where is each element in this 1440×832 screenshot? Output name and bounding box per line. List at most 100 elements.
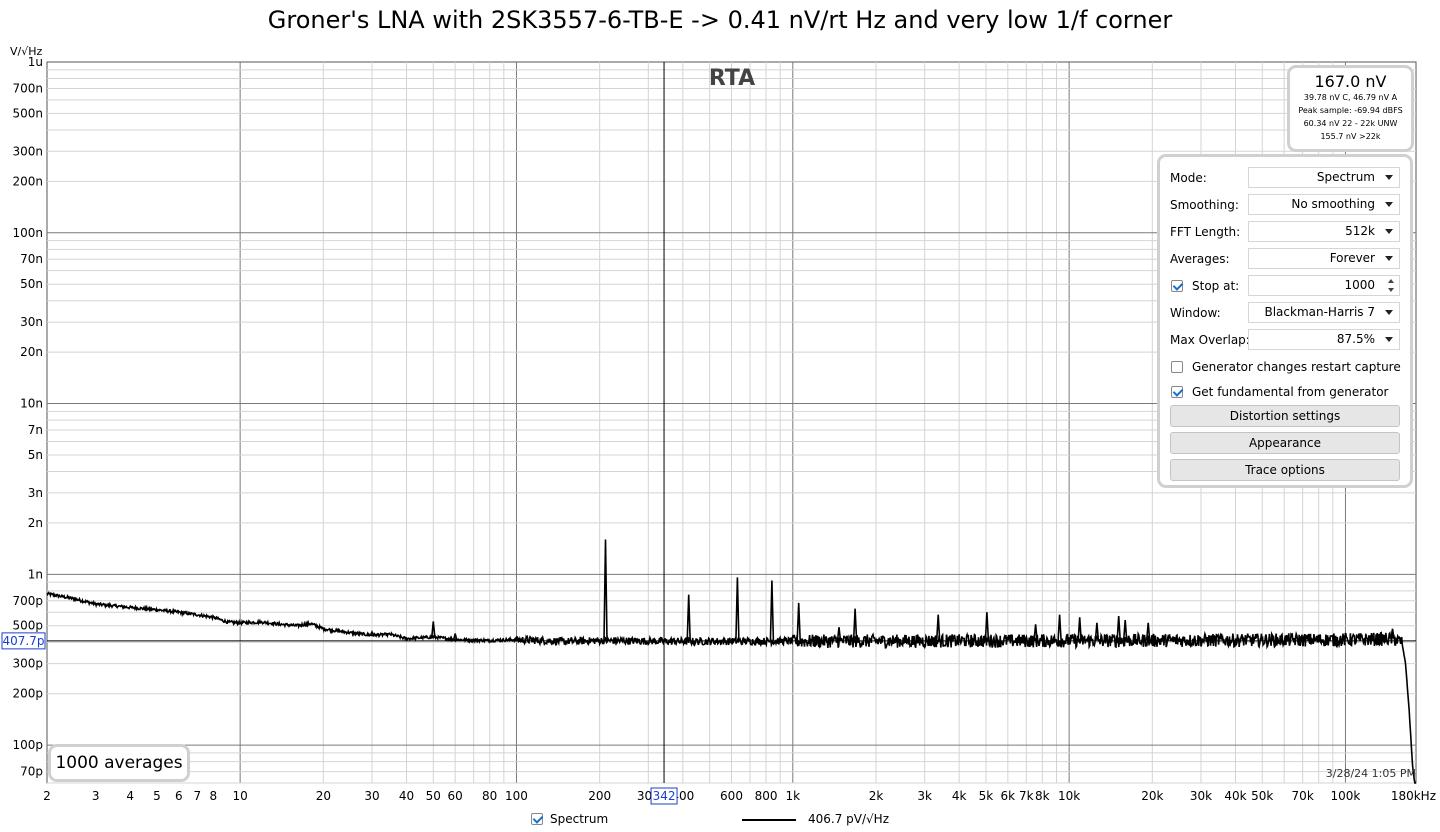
stop-at-spinbox[interactable]: 1000 bbox=[1248, 275, 1400, 296]
x-tick-label: 5k bbox=[979, 789, 994, 803]
cursor-y-label: 407.7p bbox=[3, 634, 45, 648]
chevron-down-icon bbox=[1385, 229, 1393, 234]
window-select[interactable]: Blackman-Harris 7 bbox=[1248, 302, 1400, 323]
spectrum-peak bbox=[984, 612, 990, 641]
fft-length-select[interactable]: 512k bbox=[1248, 221, 1400, 242]
legend-series-checkbox[interactable] bbox=[531, 813, 543, 825]
spectrum-peak bbox=[1116, 615, 1121, 641]
spectrum-peak bbox=[1094, 622, 1100, 641]
y-tick-label: 200p bbox=[12, 687, 43, 701]
x-tick-label: 30k bbox=[1190, 789, 1212, 803]
x-tick-label: 600 bbox=[720, 789, 743, 803]
x-tick-label: 60 bbox=[448, 789, 463, 803]
gen-restart-label: Generator changes restart capture bbox=[1192, 360, 1401, 374]
y-tick-label: 200n bbox=[12, 174, 43, 188]
y-tick-label: 700p bbox=[12, 594, 43, 608]
y-tick-label: 2n bbox=[28, 516, 43, 530]
y-tick-label: 700n bbox=[12, 81, 43, 95]
spectrum-peak bbox=[1122, 619, 1128, 641]
spectrum-peak bbox=[431, 621, 436, 637]
y-tick-label: 50n bbox=[20, 277, 43, 291]
smoothing-select[interactable]: No smoothing bbox=[1248, 194, 1400, 215]
y-tick-label: 7n bbox=[28, 423, 43, 437]
mode-label: Mode: bbox=[1170, 171, 1207, 185]
spectrum-peak bbox=[769, 580, 775, 642]
readout-line: 155.7 nV >22k bbox=[1320, 132, 1381, 141]
stop-at-checkbox[interactable] bbox=[1171, 280, 1183, 292]
y-tick-label: 70p bbox=[20, 765, 43, 779]
spectrum-peak bbox=[686, 594, 691, 642]
averages-label: Averages: bbox=[1170, 252, 1230, 266]
chevron-down-icon bbox=[1385, 202, 1393, 207]
legend-series-label: Spectrum bbox=[550, 812, 609, 826]
legend: Spectrum 406.7 pV/√Hz bbox=[0, 812, 1440, 830]
cursor-x-box bbox=[650, 787, 678, 805]
window-label: Window: bbox=[1170, 306, 1221, 320]
averages-row: Averages: Forever bbox=[1170, 248, 1402, 270]
gen-restart-checkbox[interactable] bbox=[1171, 361, 1183, 373]
x-tick-label: 3k bbox=[917, 789, 932, 803]
x-tick-label: 40k bbox=[1224, 789, 1246, 803]
y-tick-label: 300p bbox=[12, 657, 43, 671]
x-tick-label: 3 bbox=[92, 789, 100, 803]
chevron-down-icon bbox=[1385, 337, 1393, 342]
averages-select[interactable]: Forever bbox=[1248, 248, 1400, 269]
trace-options-button[interactable]: Trace options bbox=[1170, 459, 1400, 481]
x-tick-label: 4k bbox=[952, 789, 967, 803]
gen-fund-row: Get fundamental from generator bbox=[1170, 381, 1402, 403]
x-tick-label: 80 bbox=[482, 789, 497, 803]
plot-label: RTA bbox=[709, 66, 755, 91]
cursor: 342 407.7p bbox=[1, 62, 1416, 805]
overlap-select[interactable]: 87.5% bbox=[1248, 329, 1400, 350]
stop-at-label: Stop at: bbox=[1192, 279, 1240, 293]
y-tick-label: 1u bbox=[28, 55, 43, 69]
legend-value-label: 406.7 pV/√Hz bbox=[808, 812, 890, 826]
x-tick-label: 5 bbox=[153, 789, 161, 803]
gen-fund-label: Get fundamental from generator bbox=[1192, 385, 1389, 399]
distortion-settings-button[interactable]: Distortion settings bbox=[1170, 405, 1400, 427]
y-tick-label: 3n bbox=[28, 486, 43, 500]
x-tick-label: 6k bbox=[1001, 789, 1016, 803]
spectrum-peak bbox=[305, 623, 310, 627]
spectrum-peak bbox=[836, 627, 842, 641]
mode-row: Mode: Spectrum bbox=[1170, 167, 1402, 189]
x-tick-label: 200 bbox=[588, 789, 611, 803]
x-tick-label: 7 bbox=[194, 789, 202, 803]
spin-down-icon[interactable] bbox=[1388, 288, 1394, 292]
x-tick-label: 10 bbox=[233, 789, 248, 803]
x-tick-label: 30 bbox=[364, 789, 379, 803]
y-tick-label: 500p bbox=[12, 619, 43, 633]
y-tick-label: 70n bbox=[20, 252, 43, 266]
x-tick-label: 2k bbox=[869, 789, 884, 803]
spectrum-peak bbox=[1033, 624, 1038, 641]
readout-panel: 167.0 nV 39.78 nV C, 46.79 nV A Peak sam… bbox=[1287, 65, 1414, 152]
chevron-down-icon bbox=[1385, 175, 1393, 180]
timestamp: 3/28/24 1:05 PM bbox=[1325, 767, 1416, 780]
smoothing-label: Smoothing: bbox=[1170, 198, 1239, 212]
spectrum-peak bbox=[1077, 617, 1082, 641]
y-tick-label: 5n bbox=[28, 448, 43, 462]
readout-line: 39.78 nV C, 46.79 nV A bbox=[1303, 93, 1398, 102]
chevron-down-icon bbox=[1385, 256, 1393, 261]
spin-up-icon[interactable] bbox=[1388, 279, 1394, 283]
overlap-row: Max Overlap: 87.5% bbox=[1170, 329, 1402, 351]
fft-label: FFT Length: bbox=[1170, 225, 1241, 239]
y-tick-label: 20n bbox=[20, 345, 43, 359]
cursor-x-label: 342 bbox=[653, 789, 676, 803]
spectrum-peak bbox=[369, 629, 375, 636]
readout-line: 60.34 nV 22 - 22k UNW bbox=[1303, 119, 1398, 128]
readout-value: 167.0 nV bbox=[1314, 72, 1387, 91]
window-row: Window: Blackman-Harris 7 bbox=[1170, 302, 1402, 324]
y-tick-label: 1n bbox=[28, 567, 43, 581]
x-tick-label: 100 bbox=[505, 789, 528, 803]
x-tick-label: 40 bbox=[399, 789, 414, 803]
gen-fund-checkbox[interactable] bbox=[1171, 386, 1183, 398]
overlap-label: Max Overlap: bbox=[1170, 333, 1250, 347]
appearance-button[interactable]: Appearance bbox=[1170, 432, 1400, 454]
y-tick-label: 30n bbox=[20, 315, 43, 329]
spectrum-peak bbox=[735, 577, 740, 642]
mode-select[interactable]: Spectrum bbox=[1248, 167, 1400, 188]
x-tick-label: 50k bbox=[1251, 789, 1273, 803]
x-tick-label: 50 bbox=[426, 789, 441, 803]
cursor-y-box bbox=[1, 632, 46, 650]
